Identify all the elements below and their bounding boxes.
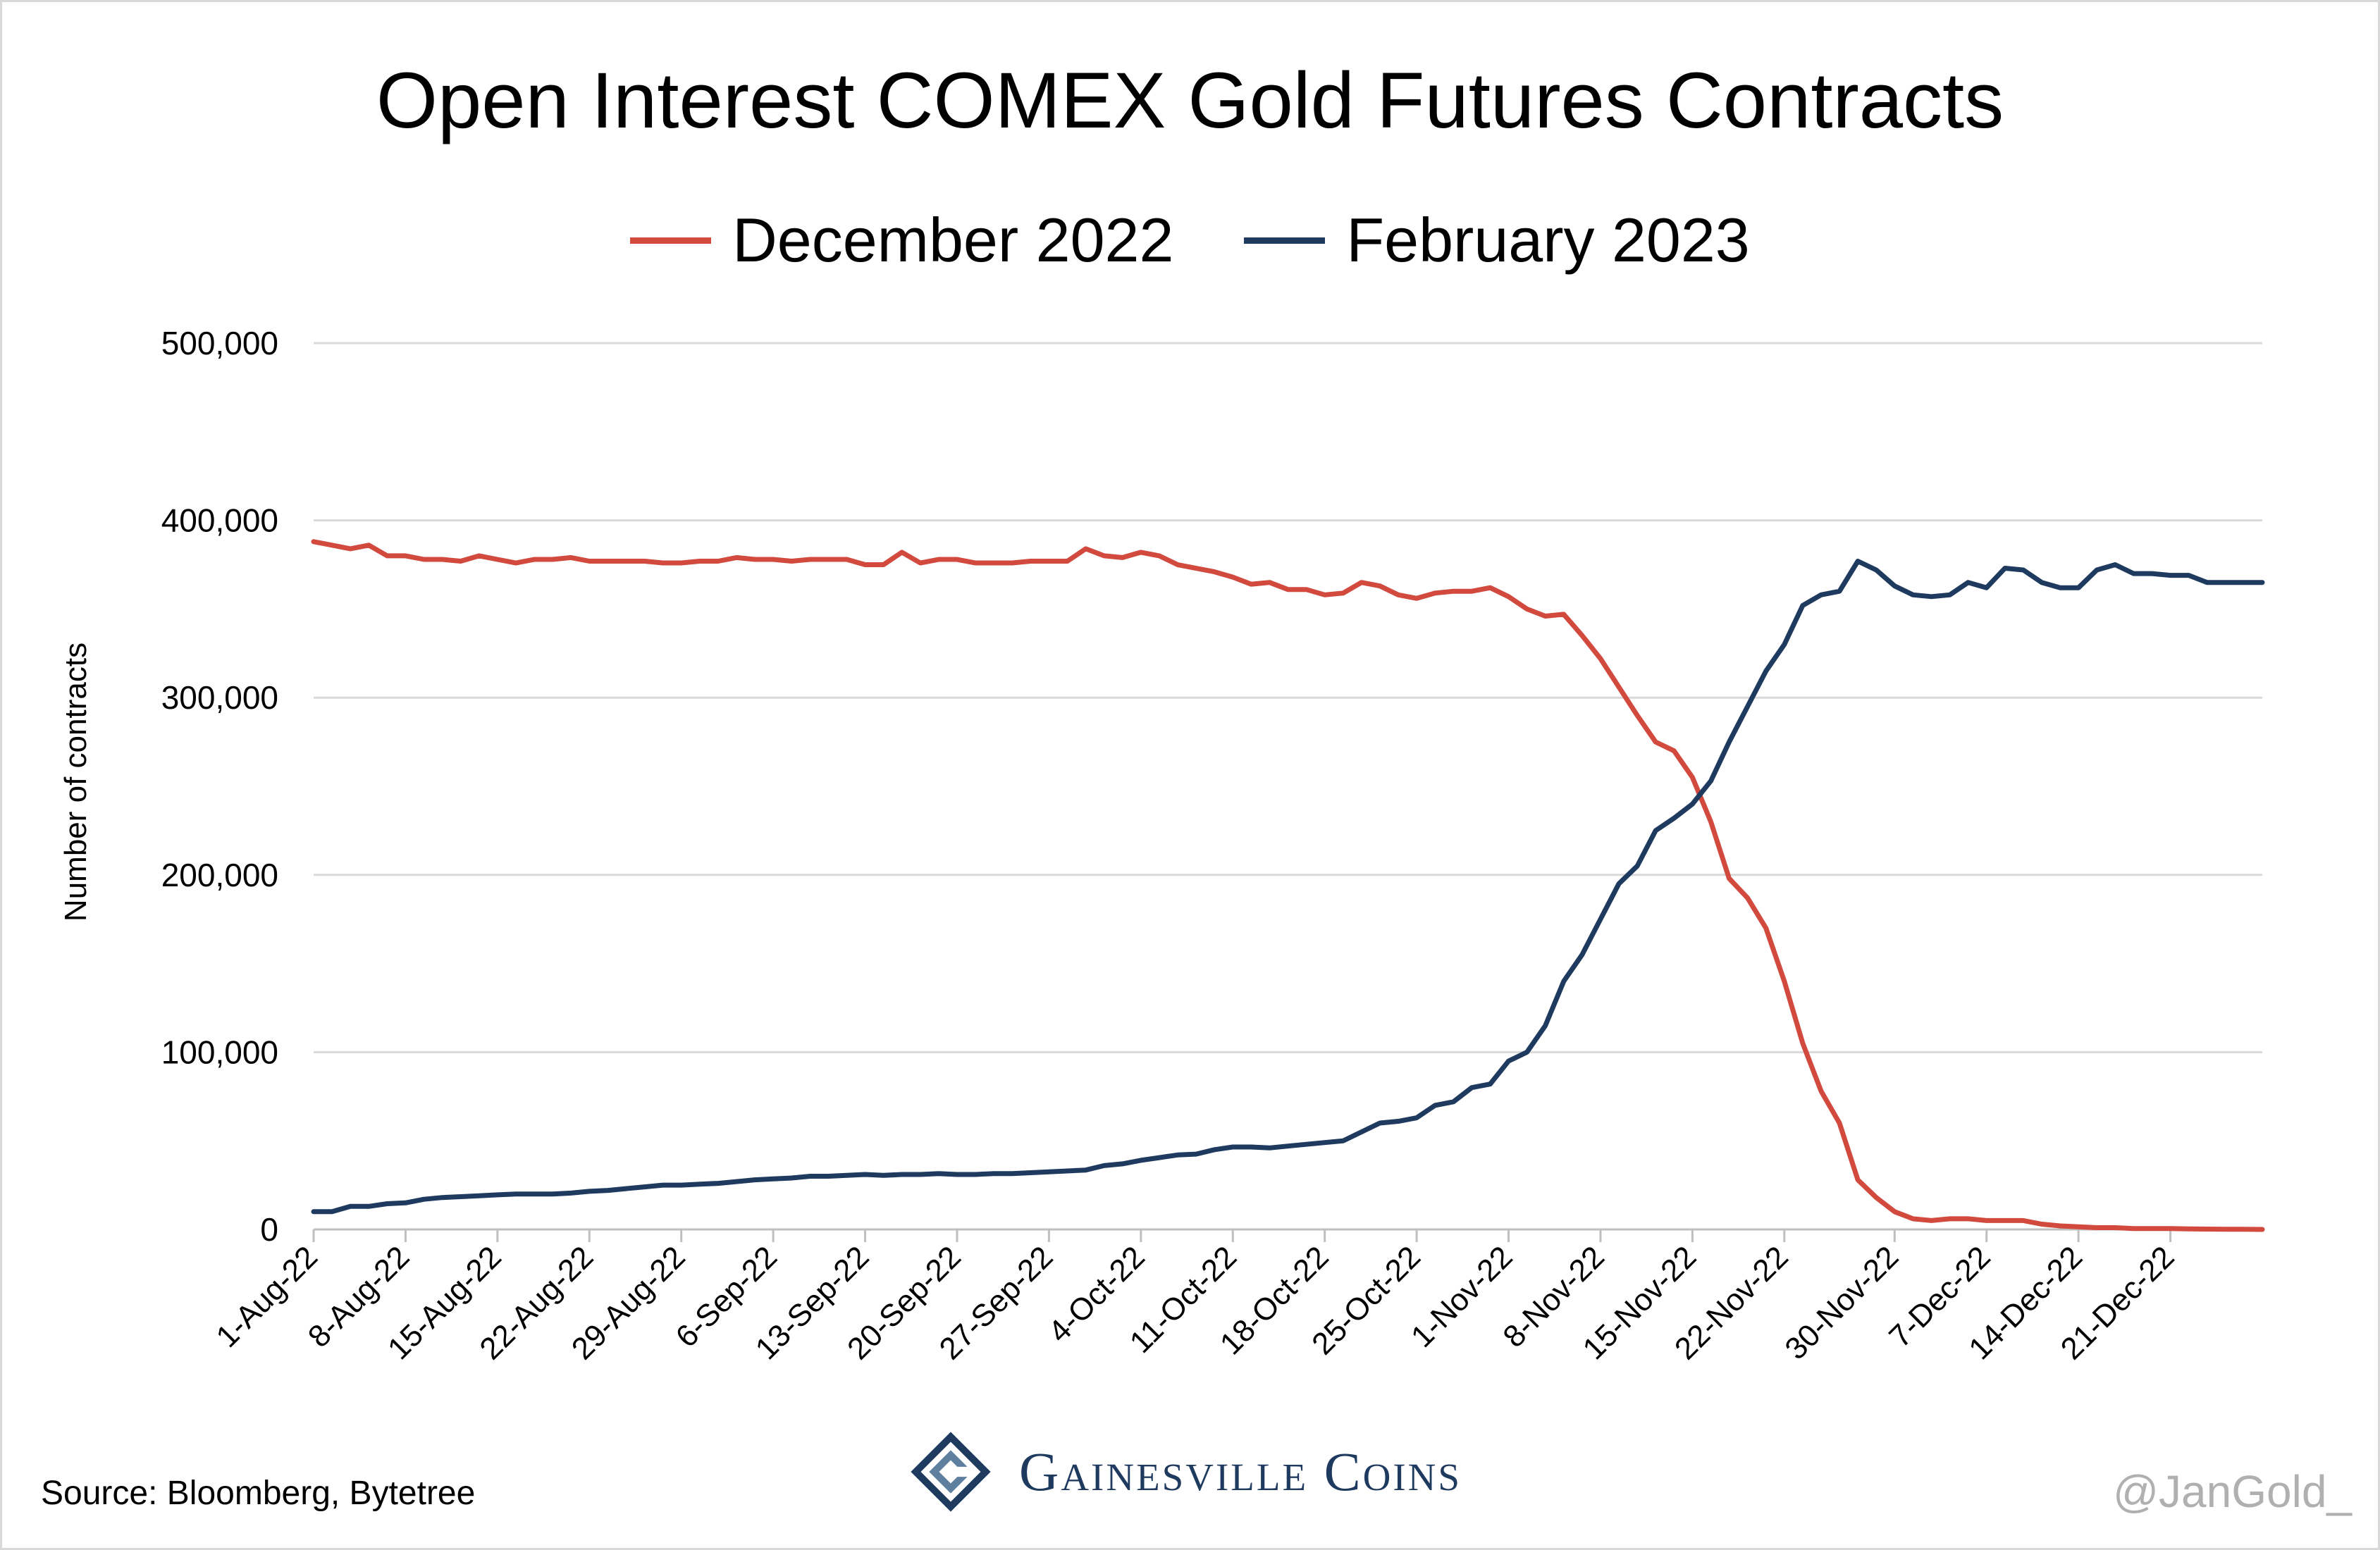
legend-swatch-february	[1244, 237, 1326, 244]
x-tick-label: 30-Nov-22	[1778, 1239, 1905, 1366]
logo-text: Gainesville Coins	[1019, 1441, 1462, 1502]
x-tick-label: 1-Nov-22	[1405, 1239, 1519, 1354]
source-note: Source: Bloomberg, Bytetree	[41, 1475, 476, 1512]
y-tick-label: 500,000	[161, 325, 278, 361]
y-tick-label: 300,000	[161, 679, 278, 716]
chart-title: Open Interest COMEX Gold Futures Contrac…	[376, 56, 2004, 144]
legend-item-december: December 2022	[630, 204, 1173, 276]
y-tick-label: 200,000	[161, 857, 278, 893]
author-handle: @JanGold_	[2113, 1466, 2352, 1517]
legend: December 2022 February 2023	[0, 204, 2380, 276]
y-tick-label: 400,000	[161, 502, 278, 539]
gainesville-coins-logo: Gainesville Coins	[909, 1430, 1462, 1513]
y-tick-label: 0	[260, 1211, 278, 1248]
legend-swatch-december	[630, 237, 712, 244]
x-tick-label: 1-Aug-22	[209, 1239, 324, 1354]
series-line-december-2022	[311, 539, 2265, 1232]
legend-item-february: February 2023	[1244, 204, 1750, 276]
legend-label-february: February 2023	[1346, 205, 1750, 275]
y-tick-label: 100,000	[161, 1034, 278, 1070]
series-line-february-2023	[311, 559, 2265, 1215]
legend-label-december: December 2022	[732, 205, 1174, 275]
logo-mark-icon	[911, 1432, 991, 1512]
